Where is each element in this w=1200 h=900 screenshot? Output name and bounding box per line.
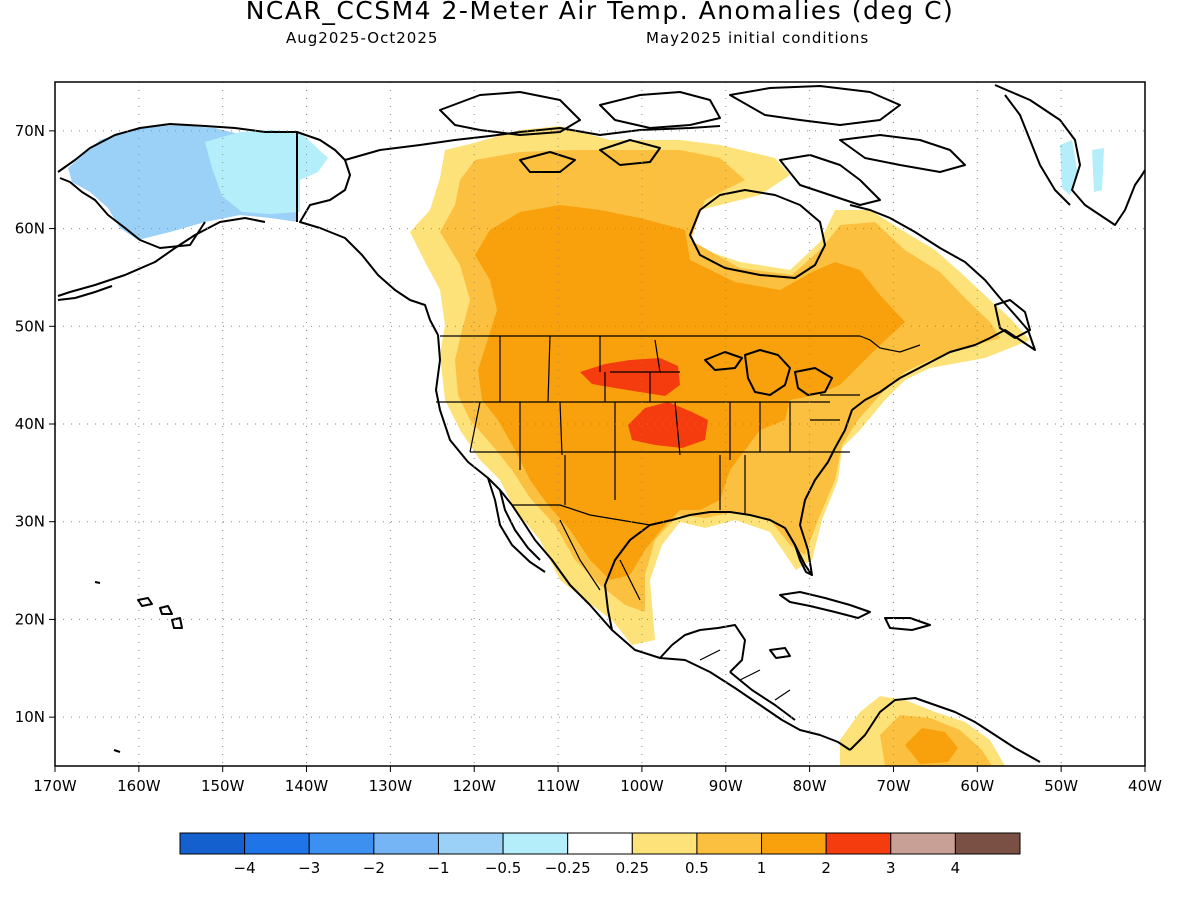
coastlines (57, 84, 1145, 763)
hot-anomaly-kansas (628, 402, 708, 448)
lon-tick-label: 160W (117, 777, 161, 795)
lon-tick-label: 70W (877, 777, 911, 795)
lon-tick-label: 110W (536, 777, 580, 795)
colorbar-swatch (437, 832, 504, 855)
lat-tick-label: 50N (15, 317, 45, 335)
colorbar-swatch (825, 832, 892, 855)
greenland-slight-cool-2 (1092, 148, 1104, 192)
colorbar: −4 −3 −2 −1 −0.5 −0.25 0.25 0.5 1 2 3 4 (179, 832, 1021, 877)
initial-conditions: May2025 initial conditions (646, 29, 870, 47)
longitude-axis: 170W 160W 150W 140W 130W 120W 110W 100W 90W 80W 70… (33, 766, 1162, 795)
lon-tick-label: 40W (1128, 777, 1162, 795)
colorbar-swatch (696, 832, 763, 855)
latitude-axis: 10N 20N 30N 40N 50N 60N 70N (15, 122, 55, 726)
colorbar-label: −0.5 (485, 859, 521, 877)
lat-tick-label: 70N (15, 122, 45, 140)
colorbar-label: 2 (821, 859, 831, 877)
forecast-period: Aug2025-Oct2025 (286, 29, 439, 47)
political-boundaries (436, 335, 921, 701)
colorbar-label: −2 (363, 859, 385, 877)
greenland-slight-cool (1060, 140, 1078, 195)
colorbar-swatch (502, 832, 569, 855)
lon-tick-label: 80W (793, 777, 827, 795)
colorbar-swatch (567, 832, 633, 855)
colorbar-swatch (890, 832, 956, 855)
colorbar-swatch (954, 832, 1021, 855)
colorbar-label: 4 (951, 859, 961, 877)
colorbar-swatch (308, 832, 375, 855)
colorbar-label: 0.5 (685, 859, 709, 877)
south-america-warm-strong (905, 728, 958, 764)
map-plot-area (55, 82, 1145, 766)
colorbar-swatch (179, 832, 246, 855)
lon-tick-label: 60W (960, 777, 994, 795)
lat-tick-label: 20N (15, 610, 45, 628)
colorbar-swatch (244, 832, 310, 855)
lon-tick-label: 50W (1044, 777, 1078, 795)
lon-tick-label: 100W (620, 777, 664, 795)
lat-tick-label: 40N (15, 415, 45, 433)
graticule (55, 82, 1145, 766)
lon-tick-label: 140W (285, 777, 329, 795)
lon-tick-label: 170W (33, 777, 77, 795)
lon-tick-label: 120W (452, 777, 496, 795)
hot-anomaly-dakotas (580, 358, 680, 396)
warm-anomaly-strong (475, 205, 905, 580)
colorbar-label: 1 (757, 859, 767, 877)
lat-tick-label: 30N (15, 513, 45, 531)
map-title: NCAR_CCSM4 2-Meter Air Temp. Anomalies (… (245, 0, 955, 25)
colorbar-label: −4 (234, 859, 256, 877)
colorbar-label: −3 (298, 859, 320, 877)
lat-tick-label: 60N (15, 220, 45, 238)
lon-tick-label: 90W (709, 777, 743, 795)
colorbar-label: 3 (886, 859, 896, 877)
lon-tick-label: 150W (201, 777, 245, 795)
colorbar-label: 0.25 (616, 859, 649, 877)
colorbar-label: −1 (427, 859, 449, 877)
lon-tick-label: 130W (369, 777, 413, 795)
colorbar-swatch (373, 832, 439, 855)
colorbar-label: −0.25 (545, 859, 591, 877)
colorbar-swatch (631, 832, 698, 855)
colorbar-swatch (761, 832, 827, 855)
lat-tick-label: 10N (15, 708, 45, 726)
